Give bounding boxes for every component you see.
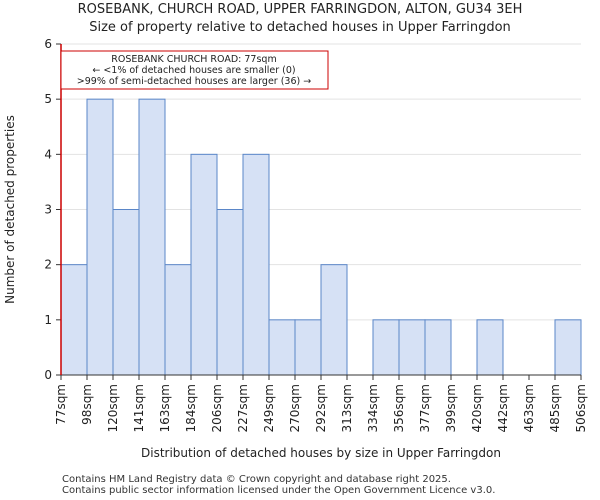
x-tick-label-7: 227sqm — [236, 384, 250, 432]
bar-141sqm — [138, 98, 166, 376]
bar-292sqm — [320, 264, 348, 376]
bar-206sqm — [216, 209, 244, 376]
footer-licence: Contains public sector information licen… — [62, 485, 496, 496]
bar-184sqm — [190, 153, 218, 376]
bar-485sqm — [554, 319, 582, 376]
x-tick-label-10: 292sqm — [314, 384, 328, 432]
x-tick-label-1: 98sqm — [80, 384, 94, 425]
bar-98sqm — [86, 98, 114, 376]
x-tick-label-11: 313sqm — [340, 384, 354, 432]
y-tick-label-2: 2 — [44, 258, 52, 272]
x-tick-label-17: 442sqm — [496, 384, 510, 432]
bar-356sqm — [398, 319, 426, 376]
x-tick-label-5: 184sqm — [184, 384, 198, 432]
x-tick-label-14: 377sqm — [418, 384, 432, 432]
y-tick-label-1: 1 — [44, 313, 52, 327]
footer-copyright: Contains HM Land Registry data © Crown c… — [62, 474, 451, 485]
bar-377sqm — [424, 319, 452, 376]
annotation-line-2: ← <1% of detached houses are smaller (0) — [92, 65, 295, 76]
y-tick-label-0: 0 — [44, 368, 52, 382]
annotation-box: ROSEBANK CHURCH ROAD: 77sqm ← <1% of det… — [60, 50, 329, 90]
y-axis-label: Number of detached properties — [3, 115, 17, 304]
bar-334sqm — [372, 319, 400, 376]
x-tick-label-18: 463sqm — [522, 384, 536, 432]
bar-120sqm — [112, 209, 140, 376]
x-tick-label-0: 77sqm — [54, 384, 68, 425]
bar-420sqm — [476, 319, 504, 376]
x-tick-label-15: 399sqm — [444, 384, 458, 432]
x-axis-label: Distribution of detached houses by size … — [141, 446, 501, 460]
annotation-line-1: ROSEBANK CHURCH ROAD: 77sqm — [111, 54, 276, 65]
x-tick-label-2: 120sqm — [106, 384, 120, 432]
y-tick-label-4: 4 — [44, 147, 52, 161]
chart-title: ROSEBANK, CHURCH ROAD, UPPER FARRINGDON,… — [77, 2, 523, 17]
x-tick-label-9: 270sqm — [288, 384, 302, 432]
x-tick-label-19: 485sqm — [548, 384, 562, 432]
bar-227sqm — [242, 153, 270, 376]
x-tick-label-12: 334sqm — [366, 384, 380, 432]
annotation-line-3: >99% of semi-detached houses are larger … — [77, 76, 311, 87]
bar-163sqm — [164, 264, 192, 376]
x-tick-label-3: 141sqm — [132, 384, 146, 432]
x-tick-label-13: 356sqm — [392, 384, 406, 432]
chart-subtitle: Size of property relative to detached ho… — [89, 20, 511, 35]
bar-270sqm — [294, 319, 322, 376]
y-tick-label-5: 5 — [44, 92, 52, 106]
y-tick-label-6: 6 — [44, 37, 52, 51]
bar-77sqm — [60, 264, 88, 376]
y-tick-label-3: 3 — [44, 203, 52, 217]
x-tick-label-6: 206sqm — [210, 384, 224, 432]
bar-249sqm — [268, 319, 296, 376]
x-tick-label-4: 163sqm — [158, 384, 172, 432]
x-tick-label-8: 249sqm — [262, 384, 276, 432]
x-tick-label-16: 420sqm — [470, 384, 484, 432]
x-tick-label-20: 506sqm — [574, 384, 588, 432]
annotation-border — [60, 50, 329, 90]
